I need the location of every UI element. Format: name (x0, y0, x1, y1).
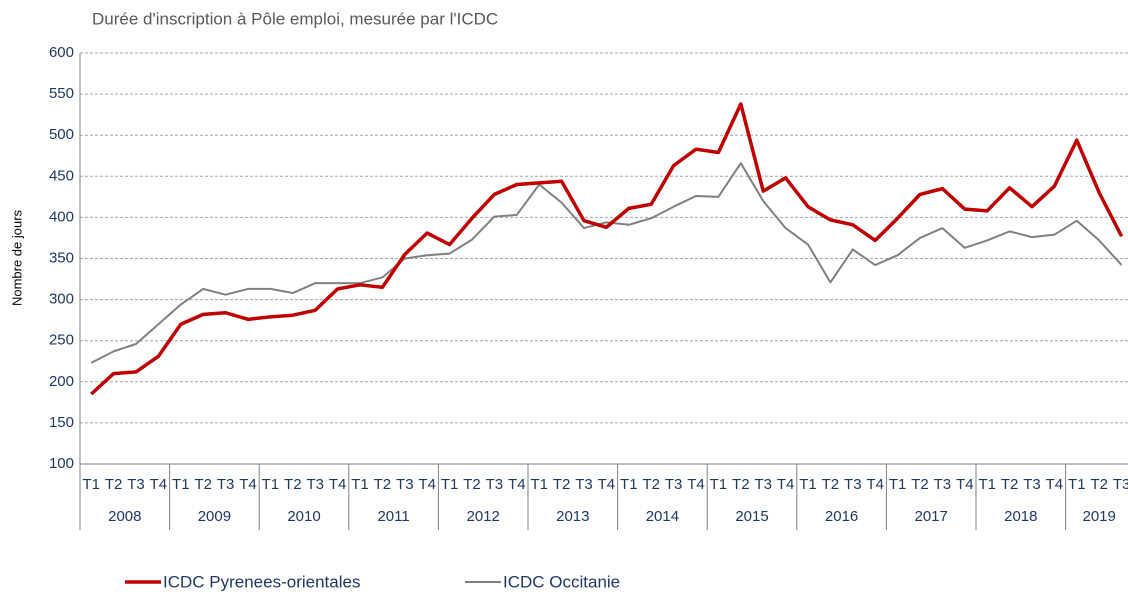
x-tick-label: T3 (396, 476, 414, 493)
year-label: 2011 (377, 508, 409, 525)
x-tick-label: T2 (642, 476, 660, 493)
x-tick-label: T3 (217, 476, 235, 493)
year-label: 2008 (108, 508, 141, 525)
x-tick-label: T1 (351, 476, 369, 493)
y-tick-label: 250 (49, 332, 74, 349)
x-tick-label: T1 (978, 476, 996, 493)
x-tick-label: T2 (463, 476, 481, 493)
year-label: 2019 (1083, 508, 1116, 525)
x-tick-label: T3 (934, 476, 952, 493)
x-tick-label: T3 (844, 476, 862, 493)
year-label: 2014 (646, 508, 679, 525)
legend-label: ICDC Occitanie (503, 572, 620, 591)
x-tick-label: T2 (1001, 476, 1019, 493)
y-tick-label: 100 (49, 455, 74, 472)
x-tick-label: T4 (150, 476, 168, 493)
y-tick-label: 350 (49, 249, 74, 266)
x-tick-label: T4 (508, 476, 526, 493)
x-tick-label: T2 (822, 476, 840, 493)
x-tick-label: T1 (82, 476, 100, 493)
x-tick-label: T1 (889, 476, 907, 493)
x-tick-label: T3 (127, 476, 145, 493)
legend-label: ICDC Pyrenees-orientales (163, 572, 360, 591)
x-tick-label: T1 (441, 476, 459, 493)
x-tick-label: T4 (239, 476, 257, 493)
year-label: 2018 (1004, 508, 1037, 525)
series-line (90, 162, 1123, 364)
x-tick-label: T4 (329, 476, 347, 493)
x-tick-label: T1 (710, 476, 728, 493)
chart-title: Durée d'inscription à Pôle emploi, mesur… (92, 9, 498, 28)
y-tick-label: 600 (49, 44, 74, 61)
y-axis-label: Nombre de jours (9, 209, 24, 306)
x-tick-label: T3 (1023, 476, 1041, 493)
x-tick-label: T4 (687, 476, 705, 493)
year-label: 2013 (556, 508, 589, 525)
x-tick-label: T2 (732, 476, 750, 493)
x-tick-label: T4 (956, 476, 974, 493)
x-tick-label: T1 (530, 476, 548, 493)
x-tick-label: T2 (105, 476, 123, 493)
y-tick-label: 150 (49, 414, 74, 431)
y-tick-label: 450 (49, 167, 74, 184)
year-label: 2012 (467, 508, 500, 525)
x-tick-label: T2 (553, 476, 571, 493)
x-tick-label: T3 (1113, 476, 1128, 493)
x-tick-label: T3 (665, 476, 683, 493)
x-tick-label: T2 (194, 476, 212, 493)
x-tick-label: T3 (486, 476, 504, 493)
x-tick-label: T1 (262, 476, 280, 493)
x-tick-label: T3 (575, 476, 593, 493)
year-label: 2010 (287, 508, 320, 525)
x-tick-label: T1 (620, 476, 638, 493)
y-tick-label: 400 (49, 208, 74, 225)
x-tick-label: T4 (1046, 476, 1064, 493)
x-tick-label: T1 (172, 476, 190, 493)
x-tick-label: T3 (754, 476, 772, 493)
x-tick-label: T4 (418, 476, 436, 493)
year-label: 2017 (915, 508, 948, 525)
x-tick-label: T2 (284, 476, 302, 493)
x-tick-label: T1 (1068, 476, 1086, 493)
year-label: 2015 (735, 508, 768, 525)
y-tick-label: 200 (49, 373, 74, 390)
y-tick-label: 500 (49, 126, 74, 143)
x-tick-label: T4 (598, 476, 616, 493)
x-tick-label: T4 (777, 476, 795, 493)
x-tick-label: T2 (374, 476, 392, 493)
series-line (90, 102, 1124, 396)
x-tick-label: T3 (306, 476, 324, 493)
x-tick-label: T2 (1090, 476, 1108, 493)
year-label: 2016 (825, 508, 858, 525)
x-tick-label: T2 (911, 476, 929, 493)
y-tick-label: 550 (49, 85, 74, 102)
y-tick-label: 300 (49, 291, 74, 308)
x-tick-label: T1 (799, 476, 817, 493)
x-tick-label: T4 (866, 476, 884, 493)
year-label: 2009 (198, 508, 231, 525)
